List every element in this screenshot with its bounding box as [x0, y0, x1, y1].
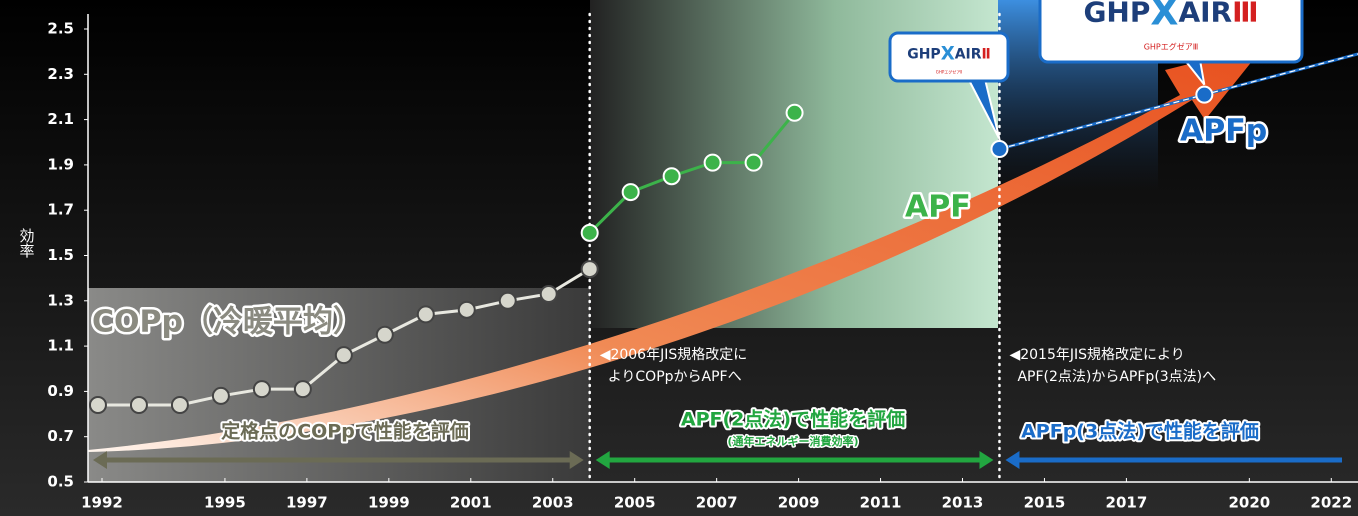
logo-part: AIR: [955, 47, 982, 63]
y-tick-label: 2.1: [47, 110, 74, 128]
x-tick-label: 2005: [614, 494, 656, 512]
data-point: [377, 327, 393, 343]
data-point: [787, 105, 803, 121]
x-tick-label: 2020: [1228, 494, 1270, 512]
note-line: ◀2015年JIS規格改定により: [1009, 347, 1184, 363]
x-tick-label: 2022: [1310, 494, 1352, 512]
y-tick-label: 1.9: [47, 155, 74, 173]
data-point: [746, 155, 762, 171]
x-tick-label: 2003: [532, 494, 574, 512]
data-point: [254, 381, 270, 397]
data-point: [418, 306, 434, 322]
chart: 効率 0.5 0.7 0.9 1.1 1.3 1.5 1.7 1.9 2.1 2.3 2.5 1992…: [0, 0, 1358, 516]
data-point: [500, 293, 516, 309]
data-point: [582, 261, 598, 277]
series-label: APF: [905, 190, 971, 225]
x-tick-label: 2017: [1106, 494, 1148, 512]
y-tick-label: 1.3: [47, 291, 74, 309]
logo-sub: GHPエグゼアⅡ: [936, 68, 963, 74]
series-label: COPp（冷暖平均）: [92, 305, 363, 340]
phase-label: APFp(3点法)で性能を評価: [1021, 420, 1259, 443]
y-tick-label: 0.5: [47, 473, 74, 491]
note-line: APF(2点法)からAPFp(3点法)へ: [1017, 369, 1216, 385]
x-tick-label: 1999: [368, 494, 410, 512]
logo-part: X: [1150, 0, 1178, 33]
y-tick-label: 2.5: [47, 20, 74, 38]
data-point: [131, 397, 147, 413]
logo-part: GHP: [1083, 0, 1150, 28]
x-tick-label: 2007: [696, 494, 738, 512]
y-tick-label: 1.5: [47, 246, 74, 264]
x-tick-label: 2009: [778, 494, 820, 512]
x-tick-label: 2013: [942, 494, 984, 512]
x-tick-label: 2015: [1024, 494, 1066, 512]
data-point: [1196, 87, 1212, 103]
note-line: ◀2006年JIS規格改定に: [600, 347, 748, 363]
logo-sub: GHPエグゼアⅢ: [1144, 41, 1199, 51]
data-point: [172, 397, 188, 413]
data-point: [623, 184, 639, 200]
y-tick-label: 0.9: [47, 382, 74, 400]
phase-label: APF(2点法)で性能を評価: [681, 408, 905, 431]
logo-part: Ⅱ: [982, 47, 991, 63]
data-point: [664, 168, 680, 184]
data-point: [705, 155, 721, 171]
logo-text: GHPXAIRⅡ: [907, 44, 991, 65]
x-tick-label: 1992: [81, 494, 123, 512]
data-point: [459, 302, 475, 318]
logo-text: GHPXAIRⅢ: [1083, 0, 1258, 33]
logo-part: X: [941, 44, 955, 65]
x-tick-label: 1997: [286, 494, 328, 512]
logo-part: AIR: [1178, 0, 1232, 28]
data-point: [582, 225, 598, 241]
data-point: [213, 388, 229, 404]
series-label: APFp: [1180, 114, 1267, 149]
x-tick-label: 2011: [860, 494, 902, 512]
phase-sublabel: (通年エネルギー消費効率): [727, 434, 858, 448]
data-point: [336, 347, 352, 363]
y-tick-label: 1.1: [47, 337, 74, 355]
y-axis-label: 効率: [18, 228, 36, 258]
phase-label: 定格点のCOPpで性能を評価: [221, 420, 469, 443]
data-point: [90, 397, 106, 413]
data-point: [991, 141, 1007, 157]
x-tick-label: 1995: [204, 494, 246, 512]
data-point: [295, 381, 311, 397]
y-tick-label: 0.7: [47, 427, 74, 445]
logo-part: Ⅲ: [1232, 0, 1258, 28]
y-tick-label: 1.7: [47, 201, 74, 219]
logo-part: GHP: [907, 47, 940, 63]
note-line: よりCOPpからAPFへ: [608, 369, 742, 385]
y-tick-label: 2.3: [47, 65, 74, 83]
data-point: [541, 286, 557, 302]
x-tick-label: 2001: [450, 494, 492, 512]
